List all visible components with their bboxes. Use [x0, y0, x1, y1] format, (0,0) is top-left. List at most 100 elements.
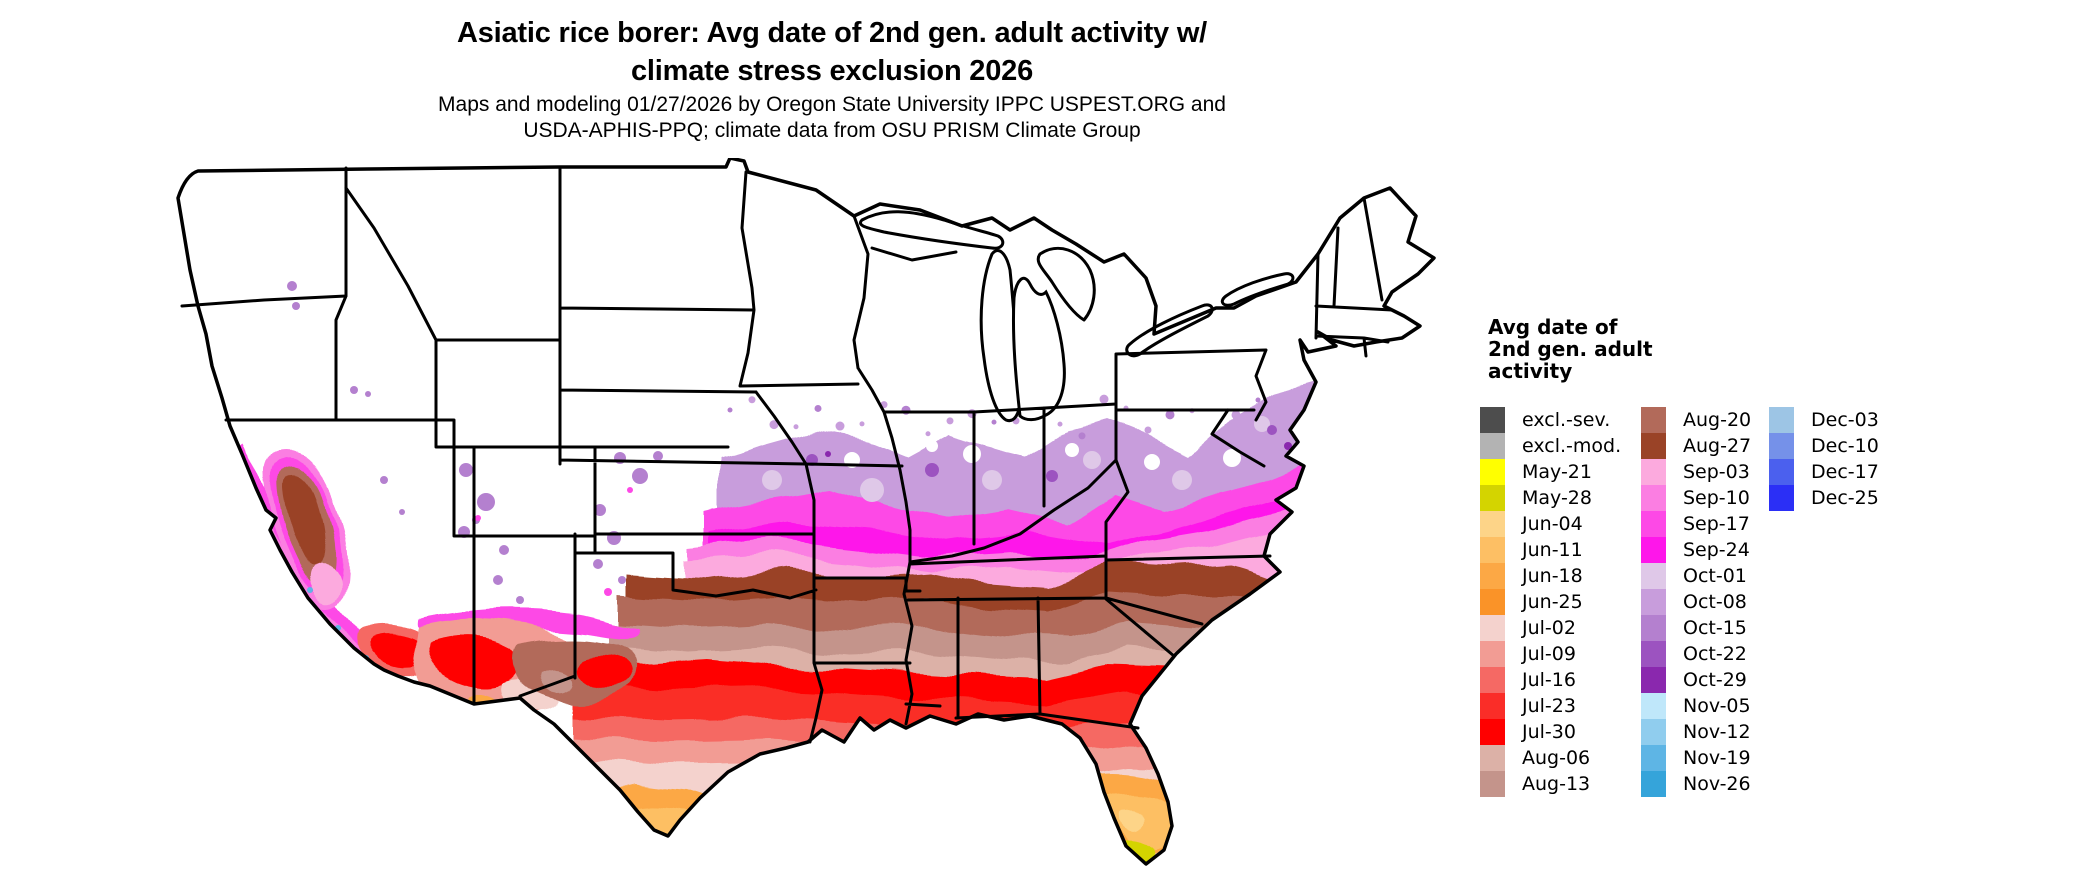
speckle [1164, 874, 1172, 882]
legend-item: Aug-06 [1480, 745, 1621, 771]
speckle [604, 588, 612, 596]
legend-item: Sep-10 [1641, 485, 1751, 511]
legend-item: Jul-09 [1480, 641, 1621, 667]
speckle [963, 445, 981, 463]
legend-swatch [1480, 511, 1505, 537]
legend-item: Aug-20 [1641, 407, 1751, 433]
page-subtitle-line2: USDA-APHIS-PPQ; climate data from OSU PR… [523, 119, 1141, 142]
band-Jul-09 [573, 738, 1434, 864]
legend-swatch [1641, 433, 1666, 459]
patch-Sep-17 [415, 609, 638, 638]
speckle [516, 596, 524, 604]
us-map-svg [176, 158, 1436, 887]
speckle [477, 493, 495, 511]
legend-item: Jul-16 [1480, 667, 1621, 693]
legend-label: Jun-04 [1522, 513, 1583, 535]
legend-swatch [1641, 693, 1666, 719]
legend-label: Dec-10 [1811, 435, 1879, 457]
legend-item: Jun-04 [1480, 511, 1621, 537]
legend-label: Jul-30 [1522, 721, 1576, 743]
legend-label: Jun-18 [1522, 565, 1583, 587]
legend-title-line1: Avg date of [1488, 315, 1618, 339]
legend-label: Oct-01 [1683, 565, 1747, 587]
speckle [926, 440, 938, 452]
legend-label: Nov-19 [1683, 747, 1751, 769]
speckle [499, 545, 509, 555]
legend-item: May-28 [1480, 485, 1621, 511]
patch-Jun-04 [1120, 810, 1145, 831]
legend-swatch [1641, 459, 1666, 485]
legend-label: Oct-15 [1683, 617, 1747, 639]
legend-title: Avg date of 2nd gen. adult activity [1488, 316, 1653, 382]
legend-swatch [1641, 615, 1666, 641]
speckle [653, 451, 663, 461]
patch-Jul-30 [579, 654, 631, 688]
speckle [627, 487, 633, 493]
legend-swatch [1480, 485, 1505, 511]
legend-item: Jul-23 [1480, 693, 1621, 719]
patch-Sep-03 [313, 563, 342, 605]
legend-item: Sep-17 [1641, 511, 1751, 537]
speckle [1142, 875, 1154, 887]
legend-title-line2: 2nd gen. adult [1488, 337, 1653, 361]
legend-item: Jun-11 [1480, 537, 1621, 563]
legend-label: Jul-23 [1522, 695, 1576, 717]
legend-swatch [1480, 615, 1505, 641]
speckle [1065, 443, 1079, 457]
speckle [1099, 394, 1109, 404]
legend-item: Jun-18 [1480, 563, 1621, 589]
speckle [307, 587, 313, 593]
legend-swatch [1641, 745, 1666, 771]
legend-label: Sep-10 [1683, 487, 1750, 509]
legend-column-2: Aug-20 Aug-27 Sep-03 Sep-10 Sep-17 Sep-24 Oct-… [1641, 407, 1751, 797]
speckle [593, 559, 603, 569]
legend-label: Aug-06 [1522, 747, 1591, 769]
speckle [380, 476, 388, 484]
legend-swatch [1480, 693, 1505, 719]
legend-item: Sep-24 [1641, 537, 1751, 563]
patch-Jul-30 [369, 633, 425, 668]
legend-item: Dec-25 [1769, 485, 1879, 511]
speckle [1223, 449, 1241, 467]
speckle [991, 419, 997, 425]
legend-item: Oct-08 [1641, 589, 1751, 615]
speckle [925, 463, 939, 477]
speckle [727, 407, 733, 413]
speckle [1123, 874, 1133, 884]
legend-label: May-28 [1522, 487, 1592, 509]
speckle [748, 396, 756, 404]
legend-swatch [1480, 719, 1505, 745]
legend-swatch [1769, 433, 1794, 459]
legend-label: Oct-08 [1683, 591, 1747, 613]
legend-swatch [1641, 641, 1666, 667]
legend-swatch [1769, 459, 1794, 485]
legend-item: Nov-26 [1641, 771, 1751, 797]
speckle [365, 391, 371, 397]
legend-swatch [1480, 745, 1505, 771]
legend-item: Dec-03 [1769, 407, 1879, 433]
legend-swatch [1480, 563, 1505, 589]
speckle [1165, 410, 1175, 420]
speckle [1255, 397, 1261, 403]
legend-label: excl.-sev. [1522, 409, 1611, 431]
speckle [946, 417, 954, 425]
legend-swatch [1480, 589, 1505, 615]
legend-item: Jul-30 [1480, 719, 1621, 745]
legend-item: Aug-27 [1641, 433, 1751, 459]
speckle [762, 470, 782, 490]
speckle [1231, 410, 1241, 420]
legend-item: Dec-17 [1769, 459, 1879, 485]
speckle [350, 386, 358, 394]
speckle [459, 463, 473, 477]
legend-label: Sep-03 [1683, 461, 1750, 483]
speckle [860, 478, 884, 502]
michigan-outline [1011, 276, 1066, 422]
speckle [475, 515, 481, 521]
legend-label: Jul-02 [1522, 617, 1576, 639]
page-subtitle: Maps and modeling 01/27/2026 by Oregon S… [0, 92, 1664, 144]
legend-label: Dec-03 [1811, 409, 1879, 431]
legend-label: excl.-mod. [1522, 435, 1622, 457]
page-title-line2: climate stress exclusion 2026 [630, 55, 1034, 87]
legend-label: Jul-16 [1522, 669, 1576, 691]
